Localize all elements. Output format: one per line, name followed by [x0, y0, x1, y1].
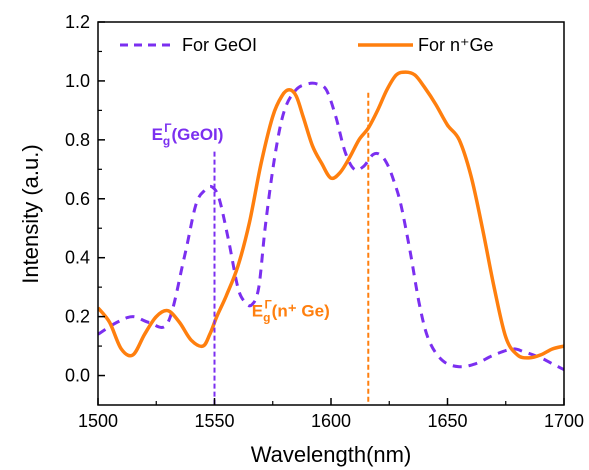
y-tick-label-0: 0.0: [65, 366, 90, 386]
legend-label-nge: For n⁺Ge: [418, 35, 494, 55]
y-tick-label-5: 1.0: [65, 71, 90, 91]
y-axis-title: Intensity (a.u.): [18, 144, 43, 283]
y-tick-label-1: 0.2: [65, 307, 90, 327]
series-line-0: [98, 81, 564, 371]
y-tick-label-2: 0.4: [65, 248, 90, 268]
x-tick-label-4: 1700: [544, 411, 584, 431]
x-tick-label-3: 1650: [427, 411, 467, 431]
y-tick-label-6: 1.2: [65, 12, 90, 32]
annotation-nge: EgΓ(n⁺ Ge): [252, 298, 330, 325]
x-tick-label-2: 1600: [311, 411, 351, 431]
annotation-geoi: EgΓ(GeOI): [152, 121, 224, 148]
series-line-1: [98, 70, 564, 360]
x-tick-label-1: 1550: [194, 411, 234, 431]
y-tick-label-3: 0.6: [65, 189, 90, 209]
legend: For GeOI For n⁺Ge: [120, 35, 494, 55]
x-axis-title: Wavelength(nm): [251, 442, 412, 467]
y-tick-label-4: 0.8: [65, 130, 90, 150]
x-tick-label-0: 1500: [78, 411, 118, 431]
plot-frame: [97, 21, 565, 406]
legend-label-geoi: For GeOI: [182, 35, 257, 55]
